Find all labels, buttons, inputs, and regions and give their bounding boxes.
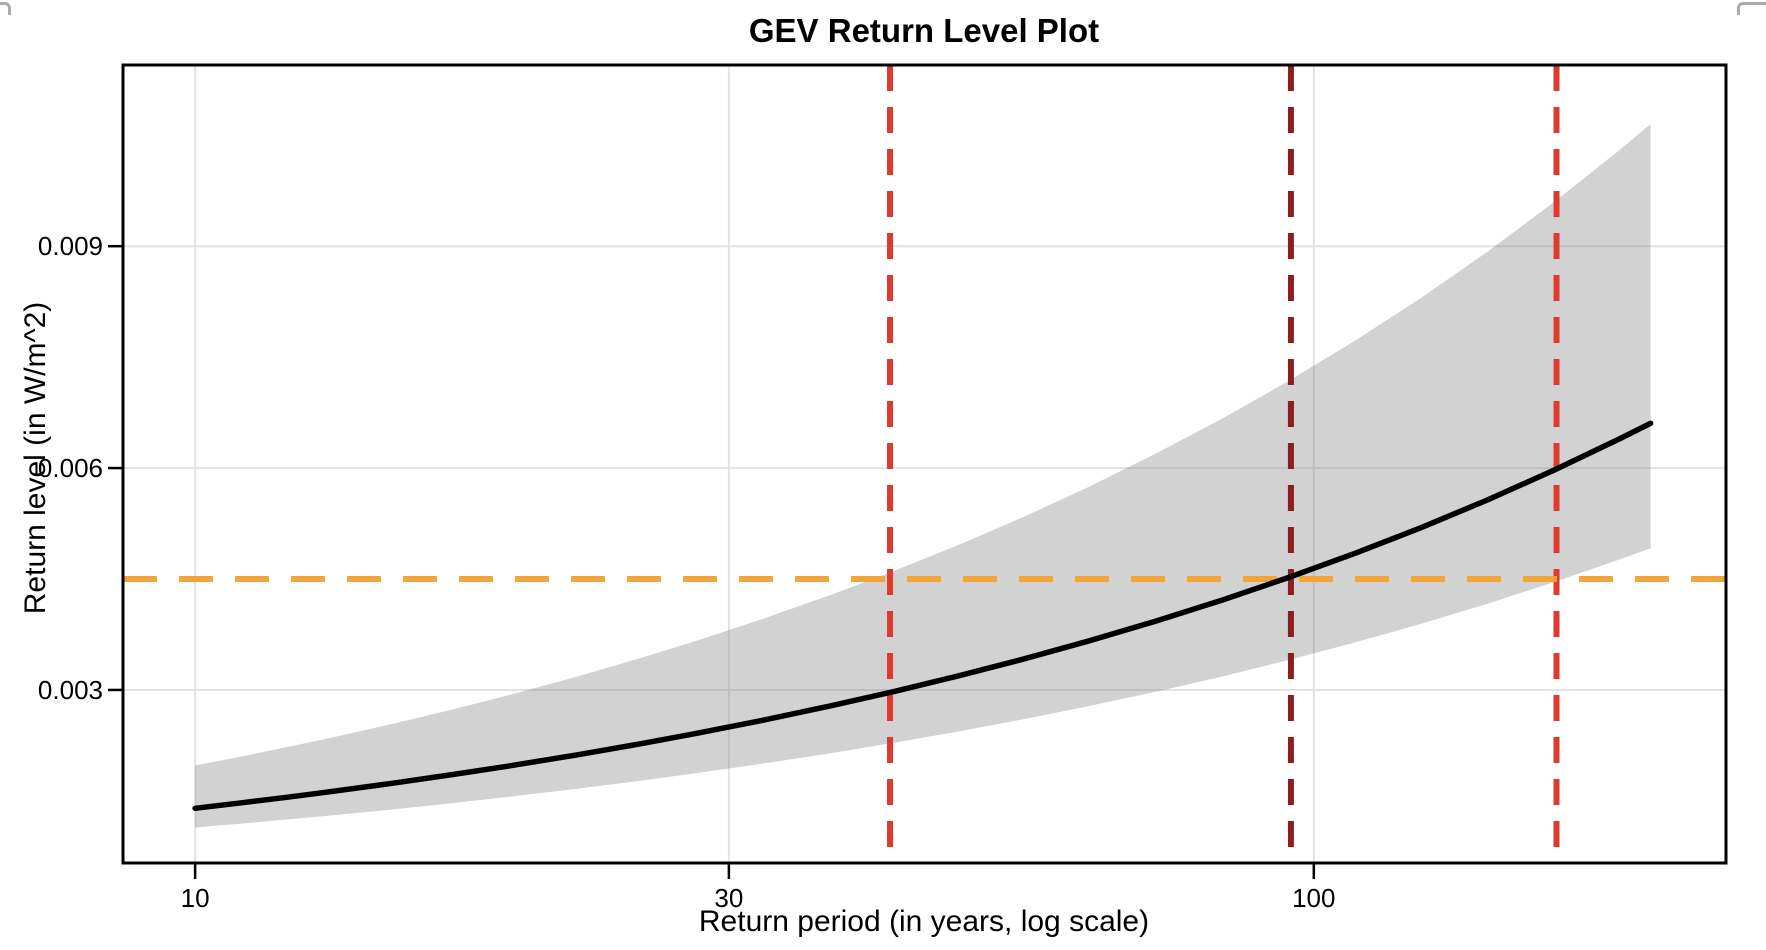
frame-corner-artifact-right	[1737, 2, 1766, 15]
y-tick-label: 0.009	[38, 231, 103, 261]
confidence-band-layer	[195, 124, 1651, 828]
panel-frame-layer	[121, 63, 1728, 865]
gridlines-layer	[123, 65, 1726, 863]
x-tick-label: 30	[714, 883, 743, 913]
reference-lines-layer	[123, 65, 1726, 863]
return-level-curve	[192, 420, 1654, 812]
confidence-band	[195, 124, 1651, 828]
plot-panel-layer	[123, 65, 1726, 863]
y-tick-label: 0.003	[38, 675, 103, 705]
x-tick-label: 10	[181, 883, 210, 913]
plot-panel	[123, 65, 1726, 863]
axis-ticks-layer: 10 30 100 0.003 0.006 0.009	[38, 231, 1336, 913]
curve-layer	[192, 420, 1654, 812]
y-tick-label: 0.006	[38, 453, 103, 483]
frame-corner-artifact-left	[0, 2, 11, 15]
chart-title: GEV Return Level Plot	[749, 12, 1099, 49]
x-axis-label: Return period (in years, log scale)	[699, 905, 1149, 938]
x-tick-label: 100	[1292, 883, 1335, 913]
y-axis-label: Return level (in W/m^2)	[19, 302, 52, 614]
panel-border	[121, 63, 1728, 865]
